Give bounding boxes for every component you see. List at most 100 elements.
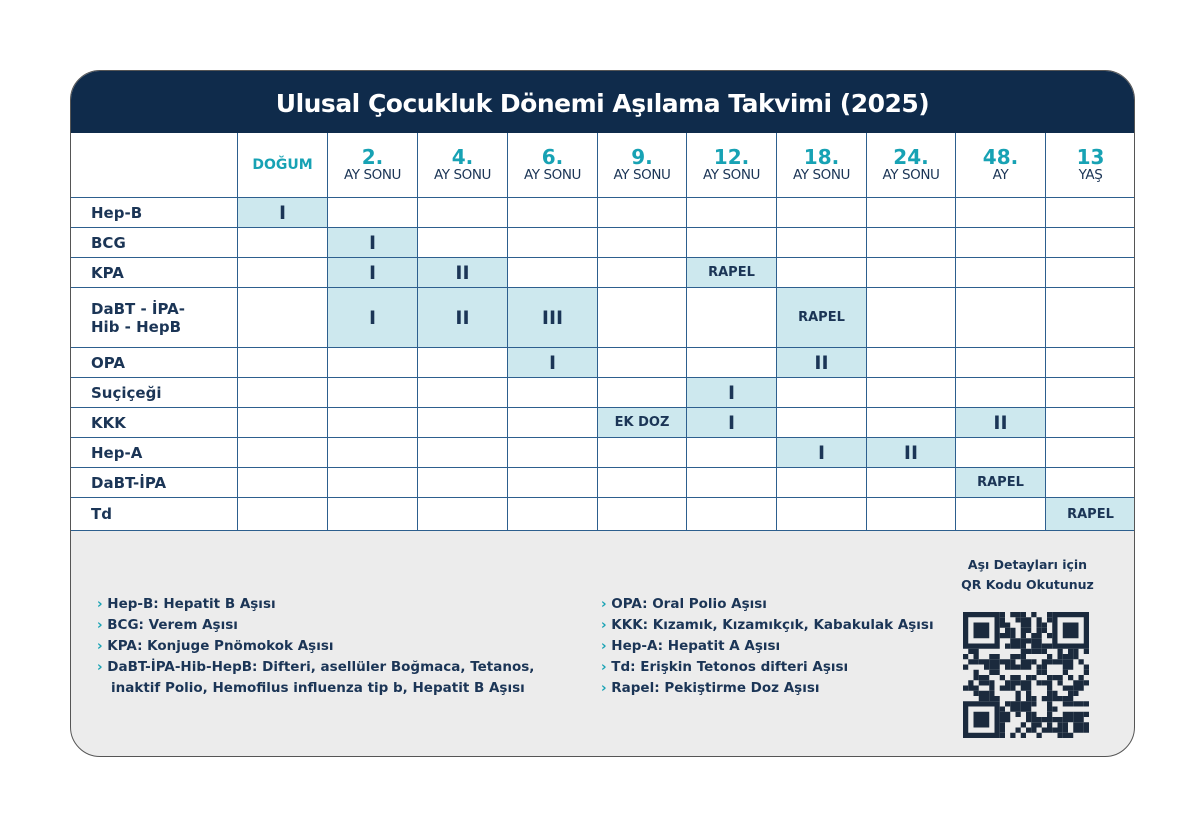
qr-module xyxy=(1052,675,1058,681)
dose-cell: II xyxy=(418,288,508,348)
qr-module xyxy=(1026,675,1032,681)
qr-module xyxy=(1068,648,1074,654)
dose-cell: II xyxy=(867,438,956,468)
qr-module xyxy=(1031,717,1037,723)
qr-module xyxy=(1041,648,1047,654)
qr-module xyxy=(1005,717,1011,723)
column-header: 9. AY SONU xyxy=(598,133,687,198)
dose-cell: I xyxy=(777,438,867,468)
column-header: 24. AY SONU xyxy=(867,133,956,198)
qr-module xyxy=(1015,617,1021,623)
qr-module xyxy=(1083,711,1089,717)
dose-cell xyxy=(598,438,687,468)
qr-module xyxy=(973,669,979,675)
qr-module xyxy=(1078,701,1084,707)
qr-module xyxy=(1020,643,1026,649)
qr-module xyxy=(1020,638,1026,644)
column-header: DOĞUM xyxy=(238,133,328,198)
qr-module xyxy=(1041,669,1047,675)
dose-cell xyxy=(1046,288,1134,348)
column-header: 6. AY SONU xyxy=(508,133,598,198)
qr-module xyxy=(1083,701,1089,707)
dose-cell xyxy=(598,468,687,498)
row-name: KKK xyxy=(71,408,238,438)
qr-module xyxy=(1020,612,1026,618)
row-name: OPA xyxy=(71,348,238,378)
qr-module xyxy=(1068,711,1074,717)
qr-module xyxy=(1005,711,1011,717)
column-number: 13 xyxy=(1076,145,1105,170)
qr-module xyxy=(1062,701,1068,707)
dose-cell xyxy=(508,438,598,468)
dose-cell: II xyxy=(777,348,867,378)
qr-module xyxy=(1047,727,1053,733)
dose-cell xyxy=(508,408,598,438)
qr-module xyxy=(1047,633,1053,639)
qr-module xyxy=(1005,622,1011,628)
qr-module xyxy=(1083,680,1089,686)
dose: II xyxy=(455,261,470,284)
qr-module xyxy=(968,659,974,665)
dose-cell xyxy=(328,198,418,228)
dose: RAPEL xyxy=(708,265,755,280)
dose: I xyxy=(368,261,377,284)
column-header: 2. AY SONU xyxy=(328,133,418,198)
dose: II xyxy=(814,351,829,374)
qr-module xyxy=(1041,643,1047,649)
qr-module xyxy=(963,664,969,670)
qr-module xyxy=(1057,654,1063,660)
qr-module xyxy=(1083,648,1089,654)
qr-module xyxy=(1068,654,1074,660)
qr-module xyxy=(1020,648,1026,654)
qr-module xyxy=(1015,643,1021,649)
qr-module xyxy=(1047,722,1053,728)
dose-cell xyxy=(418,468,508,498)
qr-module xyxy=(994,669,1000,675)
qr-module xyxy=(1073,685,1079,691)
qr-module xyxy=(1015,711,1021,717)
qr-module xyxy=(999,685,1005,691)
qr-module xyxy=(1031,612,1037,618)
column-unit: AY SONU xyxy=(792,167,851,184)
qr-module xyxy=(1041,727,1047,733)
qr-module xyxy=(1073,717,1079,723)
qr-module xyxy=(1031,722,1037,728)
dose-cell: I xyxy=(328,258,418,288)
dose-cell xyxy=(418,198,508,228)
row-name-line: KPA xyxy=(91,263,124,282)
qr-module xyxy=(978,690,984,696)
qr-module xyxy=(994,659,1000,665)
qr-module xyxy=(1036,648,1042,654)
dose-cell xyxy=(508,228,598,258)
qr-module xyxy=(1026,701,1032,707)
dose-cell xyxy=(598,378,687,408)
row-name: DaBT - İPA- Hib - HepB xyxy=(71,288,238,348)
qr-module xyxy=(1083,722,1089,728)
dose-cell xyxy=(867,348,956,378)
qr-module xyxy=(1073,654,1079,660)
qr-module xyxy=(1010,685,1016,691)
qr-module xyxy=(1047,643,1053,649)
legend-right: OPA: Oral Polio AşısıKKK: Kızamık, Kızam… xyxy=(601,594,951,699)
qr-module xyxy=(1015,727,1021,733)
qr-module xyxy=(1041,680,1047,686)
dose-cell xyxy=(238,468,328,498)
qr-module xyxy=(1047,690,1053,696)
dose-cell xyxy=(1046,438,1134,468)
dose-cell xyxy=(418,378,508,408)
qr-module xyxy=(1015,638,1021,644)
row-name-line: OPA xyxy=(91,353,125,372)
qr-module xyxy=(1047,696,1053,702)
qr-module xyxy=(989,680,995,686)
column-header: 48. AY xyxy=(956,133,1046,198)
column-number: 9. xyxy=(631,145,653,170)
dose: I xyxy=(727,381,736,404)
qr-module xyxy=(1026,727,1032,733)
dose-cell xyxy=(867,198,956,228)
qr-module xyxy=(1073,727,1079,733)
row-name: BCG xyxy=(71,228,238,258)
column-number: 24. xyxy=(893,145,929,170)
qr-module xyxy=(1057,648,1063,654)
qr-module xyxy=(1036,638,1042,644)
row-name: DaBT-İPA xyxy=(71,468,238,498)
